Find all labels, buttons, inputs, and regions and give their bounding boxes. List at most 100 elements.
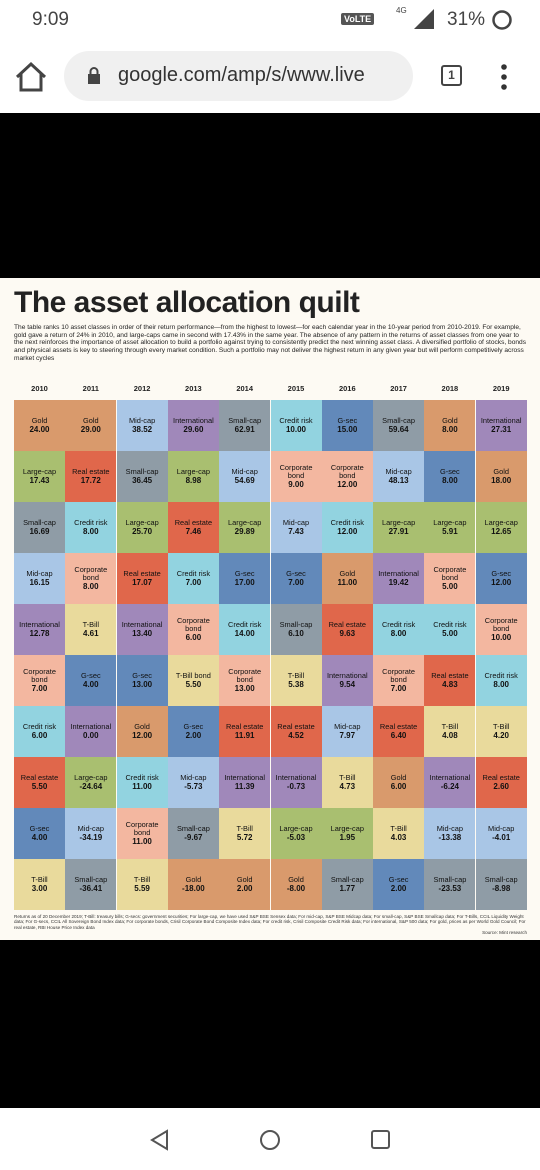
quilt-cell: T-Bill 3.00 — [14, 859, 65, 910]
quilt-cell: Gold 6.00 — [373, 757, 425, 808]
asset-name: Large-cap — [74, 773, 108, 783]
quilt-cell: Gold -8.00 — [270, 859, 322, 910]
url: google.com/amp/s/www.live — [118, 64, 365, 86]
asset-return: 8.00 — [83, 581, 99, 591]
quilt-cell: Corporate bond 13.00 — [219, 655, 271, 706]
quilt-cell: Real estate 17.72 — [65, 451, 117, 502]
back-button[interactable] — [150, 1129, 170, 1151]
asset-return: 7.00 — [31, 683, 48, 693]
asset-name: Credit risk — [484, 671, 518, 681]
quilt-cell: Small-cap -36.41 — [65, 859, 117, 910]
asset-return: 38.52 — [132, 424, 153, 434]
quilt-cell: Mid-cap -4.01 — [475, 808, 527, 859]
quilt-cell: Mid-cap 7.43 — [270, 502, 322, 553]
battery-icon — [492, 10, 512, 30]
asset-return: 5.91 — [442, 526, 458, 536]
asset-return: 25.70 — [132, 526, 153, 536]
quilt-cell: International 11.39 — [219, 757, 271, 808]
quilt-cell: Small-cap -9.67 — [167, 808, 219, 859]
asset-name: International — [121, 620, 163, 630]
quilt-cell: T-Bill 4.61 — [65, 604, 117, 655]
quilt-cell: Corporate bond 5.00 — [424, 553, 476, 604]
asset-name: Mid-cap — [282, 518, 310, 528]
asset-return: 4.03 — [390, 832, 407, 842]
quilt-cell: Mid-cap 38.52 — [116, 400, 168, 451]
quilt-cell: Mid-cap -13.38 — [424, 808, 476, 859]
menu-button[interactable] — [500, 63, 508, 91]
quilt-cell: Real estate 2.60 — [475, 757, 527, 808]
asset-name: G-sec — [491, 569, 512, 579]
asset-return: 12.00 — [491, 577, 512, 587]
asset-return: 62.91 — [234, 424, 255, 434]
asset-return: 4.00 — [83, 679, 99, 689]
asset-return: 12.65 — [491, 526, 512, 536]
signal-icon — [414, 9, 434, 29]
asset-return: 4.00 — [31, 832, 48, 842]
asset-name: Credit risk — [381, 620, 416, 630]
asset-return: 12.00 — [337, 479, 358, 489]
asset-return: 29.89 — [234, 526, 255, 536]
quilt-cell: Mid-cap -34.19 — [65, 808, 117, 859]
volte: VoLTE — [341, 13, 375, 25]
asset-return: 18.00 — [491, 475, 512, 485]
asset-return: 5.50 — [31, 781, 48, 791]
asset-return: -23.53 — [438, 883, 462, 893]
asset-name: Large-cap — [433, 518, 467, 528]
asset-return: 7.43 — [288, 526, 304, 536]
asset-return: 4.61 — [83, 628, 99, 638]
asset-return: -6.24 — [440, 781, 459, 791]
quilt-cell: Corporate bond 8.00 — [65, 553, 117, 604]
asset-name: T-Bill — [31, 875, 48, 885]
asset-return: 9.54 — [339, 679, 356, 689]
quilt-cell: Large-cap 25.70 — [116, 502, 168, 553]
asset-name: Corporate bond — [330, 462, 364, 481]
home-button[interactable] — [14, 61, 48, 93]
asset-return: 11.91 — [234, 730, 255, 740]
year-header: 2016 — [338, 384, 356, 393]
asset-return: -8.98 — [492, 883, 511, 893]
description: The table ranks 10 asset classes in orde… — [14, 324, 527, 362]
tab-count[interactable]: 1 — [441, 65, 462, 86]
quilt-cell: Gold 2.00 — [219, 859, 271, 910]
asset-return: 4.20 — [493, 730, 509, 740]
asset-name: Mid-cap — [231, 467, 258, 477]
quilt-cell: G-sec 13.00 — [116, 655, 168, 706]
footnote: Returns as of 20 December 2019; T-Bill: … — [14, 914, 526, 930]
nav-bar — [0, 1108, 540, 1170]
asset-name: Corporate bond — [279, 462, 313, 481]
url-field[interactable]: google.com/amp/s/www.live — [64, 51, 413, 101]
asset-name: Large-cap — [22, 467, 57, 477]
lock-icon — [88, 67, 100, 84]
asset-return: 16.15 — [29, 577, 50, 587]
asset-return: 6.40 — [390, 730, 407, 740]
home-nav-button[interactable] — [258, 1128, 282, 1152]
asset-return: 4.08 — [442, 730, 458, 740]
asset-name: Real estate — [225, 722, 264, 732]
asset-name: Corporate bond — [23, 666, 56, 685]
quilt-cell: International 0.00 — [65, 706, 117, 757]
quilt-cell: Gold 8.00 — [424, 400, 476, 451]
quilt-cell: T-Bill 4.08 — [424, 706, 476, 757]
asset-return: 7.00 — [390, 683, 407, 693]
asset-return: 17.07 — [132, 577, 153, 587]
asset-name: International — [480, 416, 522, 426]
quilt-cell: G-sec 12.00 — [475, 553, 527, 604]
quilt-cell: G-sec 17.00 — [219, 553, 271, 604]
asset-name: Corporate bond — [228, 666, 262, 685]
quilt-cell: Small-cap 62.91 — [219, 400, 271, 451]
asset-return: 19.42 — [388, 577, 409, 587]
asset-name: Real estate — [72, 467, 110, 477]
asset-name: Credit risk — [125, 773, 159, 783]
network: 4G — [396, 6, 407, 15]
asset-name: Gold — [82, 416, 99, 426]
quilt-cell: Real estate 6.40 — [373, 706, 425, 757]
quilt-cell: Gold 12.00 — [116, 706, 168, 757]
asset-name: Large-cap — [228, 518, 262, 528]
asset-name: Small-cap — [484, 875, 518, 885]
quilt-cell: Gold 18.00 — [475, 451, 527, 502]
recents-button[interactable] — [370, 1129, 392, 1151]
quilt-cell: Corporate bond 12.00 — [321, 451, 373, 502]
asset-name: T-Bill — [390, 824, 407, 834]
asset-return: 9.00 — [288, 479, 304, 489]
asset-name: Gold — [390, 773, 407, 783]
